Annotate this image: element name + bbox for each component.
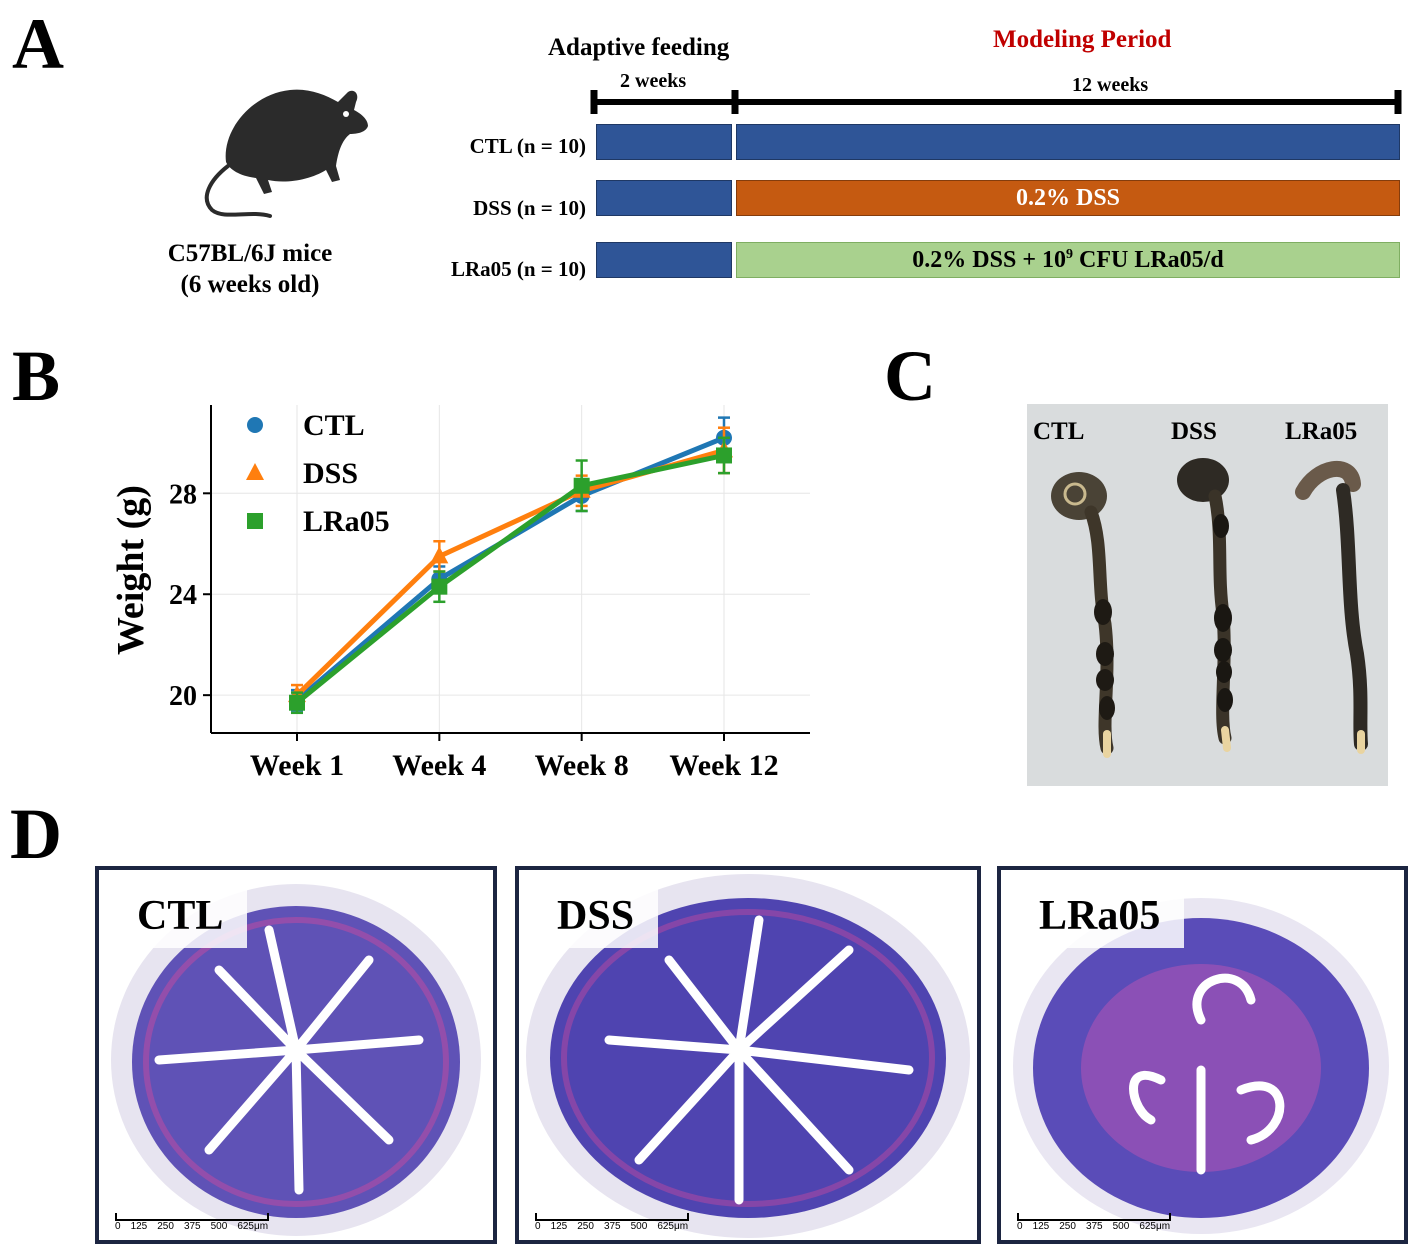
scale-bar: 0 125 250 375 500 625μm (1017, 1213, 1171, 1232)
y-axis-label: Weight (g) (110, 485, 152, 655)
ctl-adaptive-bar (596, 124, 732, 160)
scale-bar: 0 125 250 375 500 625μm (535, 1213, 689, 1232)
adaptive-duration: 2 weeks (620, 70, 687, 92)
mouse-icon (204, 89, 368, 218)
y-tick-label: 28 (169, 479, 197, 510)
modeling-duration: 12 weeks (1072, 74, 1149, 96)
histology-dss-section (526, 874, 970, 1238)
dss-treatment-label: 0.2% DSS (1015, 184, 1121, 211)
x-tick-label: Week 12 (669, 749, 778, 782)
ctl-modeling-bar (736, 124, 1400, 160)
photo-label-lra05: LRa05 (1285, 418, 1358, 445)
series-line-lra05 (295, 453, 725, 705)
colon-dss-specimen (1177, 458, 1233, 752)
photo-label-dss: DSS (1171, 418, 1217, 445)
colon-lra05-specimen (1295, 460, 1368, 754)
colon-specimens (1051, 458, 1368, 758)
legend-marker-lra05 (247, 513, 263, 529)
data-point-lra05 (289, 694, 305, 711)
x-tick-label: Week 1 (250, 749, 344, 782)
timeline-axis (590, 90, 1402, 114)
mouse-strain: C57BL/6J mice (167, 240, 333, 267)
colon-ctl-specimen (1051, 472, 1115, 758)
scale-bar: 0 125 250 375 500 625μm (115, 1213, 269, 1232)
y-tick-label: 24 (169, 580, 197, 611)
group-label-dss: DSS (n = 10) (473, 196, 586, 220)
x-tick-label: Week 8 (535, 749, 629, 782)
y-tick-label: 20 (169, 681, 197, 712)
histology-dss-panel: DSS 0 125 250 375 500 625μm (515, 866, 981, 1244)
histology-lra05-section (1013, 898, 1389, 1234)
mouse-caption: C57BL/6J mice (6 weeks old) (150, 238, 350, 300)
legend-label-ctl: CTL (303, 409, 365, 442)
data-point-lra05 (716, 447, 732, 464)
dss-adaptive-bar (596, 180, 732, 216)
photo-label-ctl: CTL (1033, 418, 1085, 445)
series-line-ctl (295, 435, 725, 703)
data-point-lra05 (431, 578, 448, 595)
weight-line-chart: Weight (g) 20 24 28 Week 1 Week 4 Week 8 Week … (110, 405, 810, 782)
histology-label-ctl: CTL (117, 888, 248, 948)
legend-marker-ctl (247, 417, 263, 433)
legend-label-lra05: LRa05 (303, 505, 390, 538)
panel-label-c: C (884, 336, 936, 416)
legend-marker-dss (246, 463, 264, 480)
panel-label-a: A (12, 4, 64, 84)
panel-label-d: D (10, 794, 62, 874)
data-point-dss (430, 546, 449, 564)
data-point-lra05 (573, 477, 590, 494)
dss-modeling-bar: 0.2% DSS (736, 180, 1400, 216)
chart-axes (210, 405, 810, 734)
histology-label-dss: DSS (537, 888, 659, 948)
group-label-lra05: LRa05 (n = 10) (450, 257, 586, 281)
legend-label-dss: DSS (303, 457, 358, 490)
colon-photo: CTL DSS LRa05 (1027, 404, 1388, 786)
modeling-period-title: Modeling Period (993, 26, 1172, 53)
chart-legend: CTL DSS LRa05 (246, 409, 390, 538)
lra05-modeling-bar: 0.2% DSS + 109 CFU LRa05/d (736, 242, 1400, 278)
lra05-adaptive-bar (596, 242, 732, 278)
group-label-ctl: CTL (n = 10) (469, 134, 586, 158)
panel-label-b: B (12, 336, 61, 416)
histology-ctl-panel: CTL 0 125 250 375 500 625μm (95, 866, 497, 1244)
adaptive-feeding-title: Adaptive feeding (548, 34, 730, 61)
histology-label-lra05: LRa05 (1019, 888, 1185, 948)
series-line-dss (295, 448, 725, 697)
histology-ctl-section (111, 884, 481, 1236)
x-tick-label: Week 4 (392, 749, 486, 782)
mouse-age: (6 weeks old) (180, 271, 320, 298)
histology-lra05-panel: LRa05 0 125 250 375 500 625μm (997, 866, 1408, 1244)
lra05-treatment-label: 0.2% DSS + 109 CFU LRa05/d (912, 246, 1224, 273)
